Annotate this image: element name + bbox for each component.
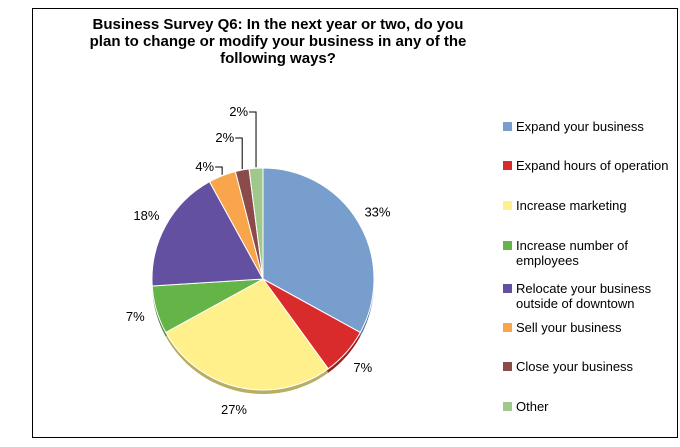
legend-entry: Expand hours of operation <box>503 158 677 173</box>
data-label: 18% <box>133 208 159 223</box>
pie-slice <box>165 278 329 391</box>
pie-slice <box>248 167 264 280</box>
legend-label: Expand your business <box>503 119 677 134</box>
legend-entry: Increase number of employees <box>503 238 677 268</box>
legend-entry: Expand your business <box>503 119 677 134</box>
pie-slice <box>262 167 375 334</box>
legend-label: Expand hours of operation <box>503 158 677 173</box>
chart-title-line: plan to change or modify your business i… <box>89 33 467 50</box>
legend-label-line: Increase marketing <box>516 198 627 213</box>
data-label: 4% <box>195 159 214 174</box>
legend-label: Increase number of employees <box>503 238 677 268</box>
legend-entry: Close your business <box>503 359 677 374</box>
legend-label-line: Increase number of <box>516 238 629 253</box>
leader-line <box>235 137 243 169</box>
legend-label: Sell your business <box>503 320 677 335</box>
legend-label: Relocate your business outside of downtow… <box>503 281 677 311</box>
legend-entry: Other <box>503 399 677 414</box>
chart-title-line: following ways? <box>220 50 336 67</box>
legend-label-line: Close your business <box>516 359 634 374</box>
data-label: 33% <box>364 204 390 219</box>
legend-label-line: Sell your business <box>516 320 622 335</box>
legend-label-line: Other <box>516 399 549 414</box>
data-label: 2% <box>215 130 234 145</box>
legend-label: Other <box>503 399 677 414</box>
data-label: 7% <box>353 360 372 375</box>
legend-swatch <box>503 122 512 131</box>
legend-swatch <box>503 241 512 250</box>
leader-line <box>215 166 223 175</box>
chart-frame: Business Survey Q6: In the next year or … <box>32 8 678 438</box>
chart-title: Business Survey Q6: In the next year or … <box>33 16 523 67</box>
legend-swatch <box>503 284 512 293</box>
pie-slice <box>151 181 264 287</box>
legend-entry: Sell your business <box>503 320 677 335</box>
legend-swatch <box>503 323 512 332</box>
legend-label-line: outside of downtown <box>516 296 635 311</box>
data-label: 27% <box>221 402 247 417</box>
legend-swatch <box>503 402 512 411</box>
chart-title-line: Business Survey Q6: In the next year or … <box>92 16 464 33</box>
legend-entry: Increase marketing <box>503 198 677 213</box>
data-label: 2% <box>229 104 248 119</box>
legend-label-line: Relocate your business <box>516 281 652 296</box>
legend-swatch <box>503 201 512 210</box>
legend-label: Close your business <box>503 359 677 374</box>
legend-entry: Relocate your business outside of downtow… <box>503 281 677 311</box>
pie-chart: 33%7%27%7%18%4%2%2% <box>126 104 391 417</box>
data-label: 7% <box>126 309 145 324</box>
legend-label-line: Expand hours of operation <box>516 158 669 173</box>
legend-label-line: Expand your business <box>516 119 644 134</box>
legend-swatch <box>503 161 512 170</box>
legend-label-line: employees <box>516 253 579 268</box>
legend-label: Increase marketing <box>503 198 677 213</box>
legend-swatch <box>503 362 512 371</box>
leader-line <box>249 111 257 168</box>
